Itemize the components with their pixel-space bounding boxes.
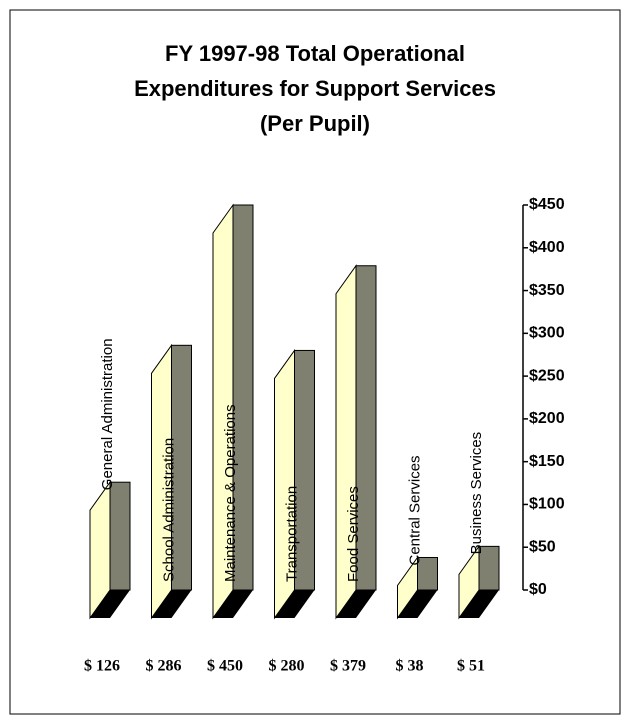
bar-base — [397, 590, 438, 618]
value-label: $ 286 — [146, 658, 182, 675]
category-label: Food Services — [345, 486, 362, 582]
y-tick-label: $400 — [529, 239, 565, 256]
bar-front — [89, 480, 111, 620]
category-label: Transportation — [283, 486, 300, 582]
value-label: $ 126 — [84, 658, 120, 675]
value-label: $ 38 — [396, 658, 424, 675]
category-label: School Administration — [160, 438, 177, 582]
category-label: Maintenance & Operations — [222, 404, 239, 582]
bar-front — [335, 264, 357, 620]
bar-base — [336, 590, 376, 618]
bar-front — [397, 555, 418, 620]
bar-side — [109, 481, 131, 591]
y-tick-label: $50 — [529, 538, 556, 555]
category-label: General Administration — [99, 338, 116, 490]
y-tick-label: $300 — [529, 325, 565, 342]
value-label: $ 280 — [269, 658, 305, 675]
bar-front — [458, 544, 480, 620]
bar-base — [274, 590, 315, 618]
y-tick-label: $100 — [529, 496, 565, 513]
chart-title: Expenditures for Support Services — [134, 76, 496, 101]
bar-front — [212, 203, 234, 620]
value-label: $ 379 — [330, 658, 366, 675]
value-label: $ 51 — [457, 658, 485, 675]
bar-base — [213, 590, 253, 618]
y-tick-label: $250 — [529, 367, 565, 384]
bar-base — [151, 590, 192, 618]
bar-front — [274, 348, 295, 620]
bar-base — [90, 590, 130, 618]
chart-title: FY 1997-98 Total Operational — [165, 41, 465, 66]
value-label: $ 450 — [207, 658, 243, 675]
y-tick-label: $200 — [529, 410, 565, 427]
y-tick-label: $150 — [529, 453, 565, 470]
category-label: Business Services — [468, 432, 485, 555]
y-tick-label: $0 — [529, 581, 547, 598]
bar-base — [459, 590, 499, 618]
y-tick-label: $450 — [529, 196, 565, 213]
bar-front — [151, 343, 172, 620]
y-tick-label: $350 — [529, 282, 565, 299]
category-label: Central Services — [406, 455, 423, 565]
chart-title: (Per Pupil) — [260, 111, 370, 136]
